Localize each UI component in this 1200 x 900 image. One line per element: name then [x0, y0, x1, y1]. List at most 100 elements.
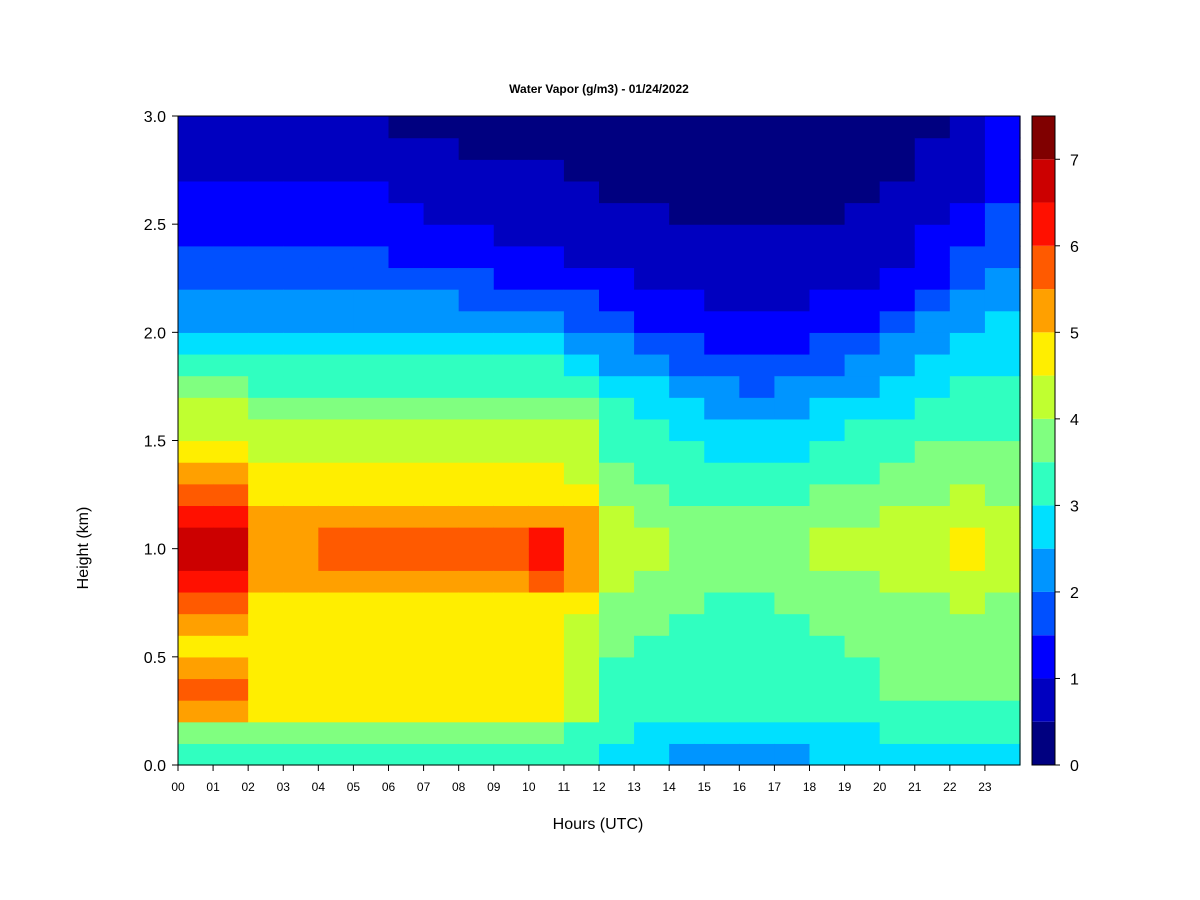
heatmap-cell: [318, 483, 355, 506]
heatmap-cell: [248, 353, 284, 377]
heatmap-cell: [213, 505, 249, 528]
colorbar-segment: [1032, 418, 1055, 463]
heatmap-cell: [493, 159, 530, 182]
heatmap-cell: [599, 375, 635, 398]
heatmap-cell: [388, 224, 425, 247]
heatmap-cell: [949, 743, 986, 766]
heatmap-cell: [809, 159, 846, 182]
heatmap-cell: [493, 570, 530, 593]
heatmap-cell: [634, 570, 670, 593]
heatmap-cell: [634, 180, 670, 204]
heatmap-cell: [283, 116, 319, 139]
heatmap-cell: [669, 267, 705, 290]
heatmap-cell: [283, 570, 319, 593]
heatmap-cell: [984, 613, 1021, 636]
heatmap-cell: [949, 375, 986, 398]
heatmap-cell: [984, 289, 1021, 312]
heatmap-cell: [528, 570, 565, 593]
heatmap-cell: [528, 418, 565, 442]
heatmap-cell: [774, 656, 811, 680]
heatmap-cell: [458, 332, 495, 355]
y-axis: 0.0 0.5 1.0 1.5 2.0 2.5 3.0: [144, 109, 178, 775]
heatmap-cell: [283, 267, 319, 290]
heatmap-cell: [388, 289, 425, 312]
x-tick-label: 23: [978, 780, 992, 794]
heatmap-cell: [318, 353, 355, 377]
heatmap-cell: [178, 418, 214, 442]
heatmap-cell: [669, 440, 705, 463]
heatmap-cell: [914, 548, 951, 571]
heatmap-cell: [669, 375, 705, 398]
heatmap-cell: [388, 678, 425, 701]
heatmap-cell: [634, 591, 670, 615]
heatmap-cell: [704, 137, 740, 160]
heatmap-cell: [774, 137, 811, 160]
heatmap-cell: [739, 202, 776, 225]
heatmap-cell: [844, 116, 881, 139]
heatmap-cell: [318, 678, 355, 701]
heatmap-cell: [423, 289, 460, 312]
heatmap-cell: [283, 418, 319, 442]
heatmap-cell: [563, 159, 600, 182]
heatmap-cell: [774, 700, 811, 723]
heatmap-cell: [178, 548, 214, 571]
heatmap-cell: [844, 678, 881, 701]
heatmap-cell: [984, 353, 1021, 377]
heatmap-cell: [879, 137, 916, 160]
heatmap-cell: [739, 700, 776, 723]
x-tick-label: 11: [558, 780, 571, 794]
x-tick-label: 07: [417, 780, 431, 794]
heatmap-cell: [984, 462, 1021, 485]
heatmap-cell: [283, 440, 319, 463]
heatmap-cell: [809, 548, 846, 571]
heatmap-cell: [283, 397, 319, 420]
heatmap-cell: [914, 418, 951, 442]
heatmap-cell: [458, 418, 495, 442]
heatmap-cell: [809, 440, 846, 463]
heatmap-cell: [178, 245, 214, 269]
heatmap-cell: [458, 613, 495, 636]
heatmap-cell: [178, 289, 214, 312]
heatmap-cell: [879, 375, 916, 398]
heatmap-cell: [248, 310, 284, 333]
heatmap-cell: [353, 137, 390, 160]
heatmap-cell: [213, 116, 249, 139]
heatmap-cell: [563, 397, 600, 420]
heatmap-cell: [213, 332, 249, 355]
heatmap-cell: [353, 375, 390, 398]
heatmap-cell: [634, 137, 670, 160]
heatmap-cell: [634, 159, 670, 182]
y-axis-label: Height (km): [75, 507, 92, 590]
heatmap-cell: [178, 397, 214, 420]
heatmap-cell: [669, 159, 705, 182]
heatmap-cell: [809, 310, 846, 333]
heatmap-cell: [809, 332, 846, 355]
heatmap-cell: [844, 483, 881, 506]
colorbar-segment: [1032, 332, 1055, 376]
x-axis-label: Hours (UTC): [553, 816, 644, 833]
heatmap-cell: [844, 418, 881, 442]
heatmap-cell: [739, 527, 776, 550]
heatmap-cell: [739, 224, 776, 247]
heatmap-cell: [493, 591, 530, 615]
heatmap-cell: [704, 570, 740, 593]
heatmap-cell: [984, 137, 1021, 160]
heatmap-cell: [844, 397, 881, 420]
heatmap-cell: [318, 505, 355, 528]
heatmap-cell: [423, 202, 460, 225]
heatmap-cell: [458, 678, 495, 701]
heatmap-cell: [283, 743, 319, 766]
heatmap-cell: [388, 202, 425, 225]
heatmap-cell: [178, 721, 214, 744]
heatmap-cell: [949, 332, 986, 355]
heatmap-cell: [669, 635, 705, 658]
heatmap-cell: [879, 462, 916, 485]
heatmap-cell: [283, 310, 319, 333]
heatmap-cell: [949, 505, 986, 528]
heatmap-cell: [599, 332, 635, 355]
heatmap-cell: [914, 570, 951, 593]
x-tick-label: 13: [627, 780, 641, 794]
heatmap-area: [178, 116, 1021, 766]
heatmap-cell: [353, 310, 390, 333]
heatmap-cell: [528, 397, 565, 420]
